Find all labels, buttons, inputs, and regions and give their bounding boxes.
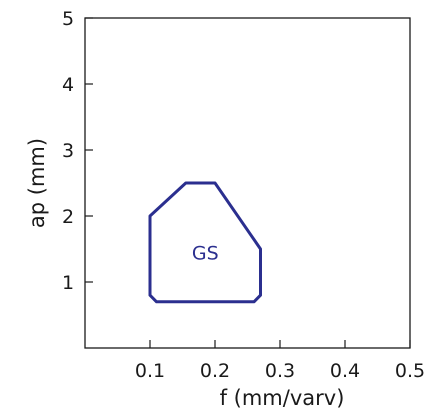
x-tick-label: 0.5 — [395, 360, 425, 382]
y-tick-label: 5 — [62, 8, 74, 30]
x-tick-label: 0.1 — [135, 360, 165, 382]
region-outline-gs — [148, 181, 262, 304]
x-tick-label: 0.3 — [265, 360, 295, 382]
y-tick-label: 3 — [62, 140, 74, 162]
region-label-gs: GS — [192, 242, 219, 264]
regions-layer: GS — [148, 181, 262, 304]
x-tick-label: 0.2 — [200, 360, 230, 382]
axis-ticks: 0.1 0.2 0.3 0.4 0.5 1 2 3 4 5 — [62, 8, 425, 382]
y-tick-label: 1 — [62, 272, 74, 294]
y-tick-label: 4 — [62, 74, 74, 96]
y-tick-label: 2 — [62, 206, 74, 228]
y-axis-title: ap (mm) — [25, 138, 49, 228]
x-axis-title: f (mm/varv) — [220, 386, 345, 410]
plot-frame — [84, 17, 411, 349]
x-tick-label: 0.4 — [330, 360, 360, 382]
